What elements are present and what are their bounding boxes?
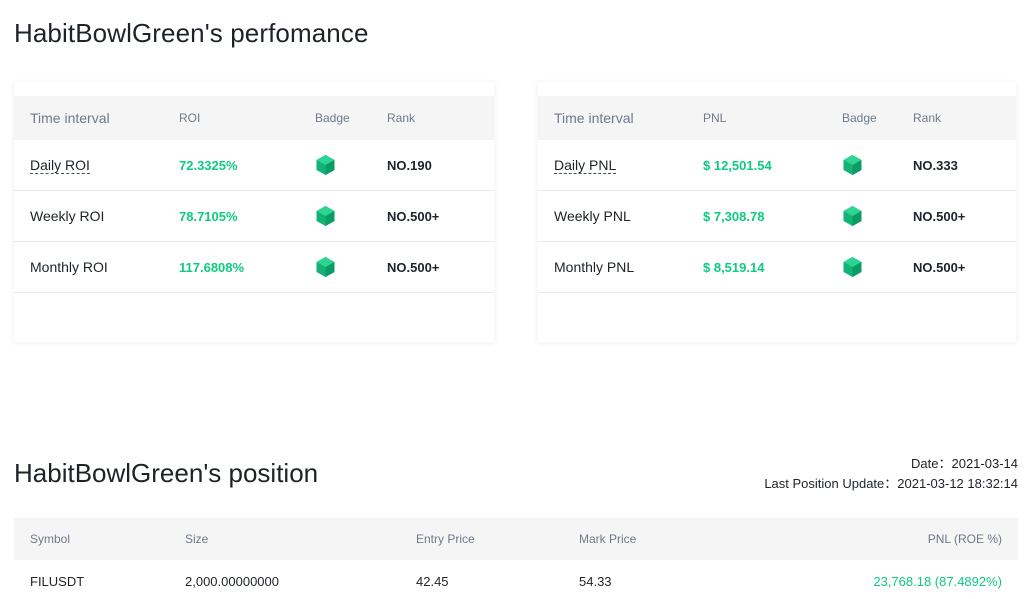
pnl-rank: NO.333 bbox=[913, 157, 958, 173]
roi-rank: NO.500+ bbox=[387, 208, 440, 224]
roi-card: Time interval ROI Badge Rank Daily ROI 7… bbox=[14, 82, 494, 342]
roi-rank: NO.500+ bbox=[387, 259, 440, 275]
position-entry-price: 42.45 bbox=[416, 573, 449, 589]
position-title: HabitBowlGreen's position bbox=[14, 458, 319, 488]
col-rank: Rank bbox=[387, 111, 416, 125]
pnl-interval-monthly: Monthly PNL bbox=[554, 259, 635, 275]
roi-value: 72.3325% bbox=[179, 157, 238, 173]
col-time-interval: Time interval bbox=[30, 110, 110, 126]
position-mark-price: 54.33 bbox=[579, 573, 612, 589]
position-table: Symbol Size Entry Price Mark Price PNL (… bbox=[14, 518, 1018, 599]
green-hexagon-icon bbox=[842, 191, 863, 241]
pnl-card: Time interval PNL Badge Rank Daily PNL $… bbox=[538, 82, 1016, 342]
col-symbol: Symbol bbox=[30, 532, 71, 546]
position-pnl: 23,768.18 (87.4892%) bbox=[873, 573, 1002, 589]
roi-table-header: Time interval ROI Badge Rank bbox=[14, 96, 494, 140]
table-row: Daily PNL $ 12,501.54 NO.333 bbox=[538, 140, 1016, 191]
roi-value: 117.6808% bbox=[179, 259, 245, 275]
table-row: Monthly ROI 117.6808% NO.500+ bbox=[14, 242, 494, 293]
col-entry-price: Entry Price bbox=[416, 532, 475, 546]
green-hexagon-icon bbox=[315, 191, 336, 241]
pnl-value: $ 7,308.78 bbox=[703, 208, 765, 224]
col-size: Size bbox=[185, 532, 209, 546]
col-rank: Rank bbox=[913, 111, 942, 125]
table-row: FILUSDT 2,000.00000000 42.45 54.33 23,76… bbox=[14, 560, 1018, 599]
position-date: Date：2021-03-14 bbox=[911, 456, 1018, 471]
col-time-interval: Time interval bbox=[554, 110, 634, 126]
green-hexagon-icon bbox=[315, 140, 336, 190]
roi-interval-monthly: Monthly ROI bbox=[30, 259, 108, 275]
green-hexagon-icon bbox=[842, 242, 863, 292]
pnl-rank: NO.500+ bbox=[913, 259, 966, 275]
pnl-interval-daily[interactable]: Daily PNL bbox=[554, 156, 617, 174]
pnl-rank: NO.500+ bbox=[913, 208, 966, 224]
table-row: Daily ROI 72.3325% NO.190 bbox=[14, 140, 494, 191]
col-mark-price: Mark Price bbox=[579, 532, 637, 546]
table-row: Weekly PNL $ 7,308.78 NO.500+ bbox=[538, 191, 1016, 242]
position-symbol: FILUSDT bbox=[30, 573, 85, 589]
col-pnl: PNL bbox=[703, 111, 727, 125]
table-row: Weekly ROI 78.7105% NO.500+ bbox=[14, 191, 494, 242]
col-badge: Badge bbox=[315, 111, 350, 125]
table-row: Monthly PNL $ 8,519.14 NO.500+ bbox=[538, 242, 1016, 293]
pnl-value: $ 12,501.54 bbox=[703, 157, 772, 173]
last-position-update: Last Position Update：2021-03-12 18:32:14 bbox=[764, 476, 1018, 491]
position-size: 2,000.00000000 bbox=[185, 573, 279, 589]
green-hexagon-icon bbox=[315, 242, 336, 292]
performance-title: HabitBowlGreen's perfomance bbox=[14, 18, 369, 48]
green-hexagon-icon bbox=[842, 140, 863, 190]
col-badge: Badge bbox=[842, 111, 877, 125]
roi-rank: NO.190 bbox=[387, 157, 432, 173]
col-pnl-roe: PNL (ROE %) bbox=[927, 532, 1002, 546]
pnl-value: $ 8,519.14 bbox=[703, 259, 765, 275]
pnl-interval-weekly: Weekly PNL bbox=[554, 208, 631, 224]
roi-interval-weekly: Weekly ROI bbox=[30, 208, 105, 224]
roi-interval-daily[interactable]: Daily ROI bbox=[30, 156, 90, 174]
roi-value: 78.7105% bbox=[179, 208, 238, 224]
position-table-header: Symbol Size Entry Price Mark Price PNL (… bbox=[14, 518, 1018, 560]
pnl-table-header: Time interval PNL Badge Rank bbox=[538, 96, 1016, 140]
col-roi: ROI bbox=[179, 111, 201, 125]
